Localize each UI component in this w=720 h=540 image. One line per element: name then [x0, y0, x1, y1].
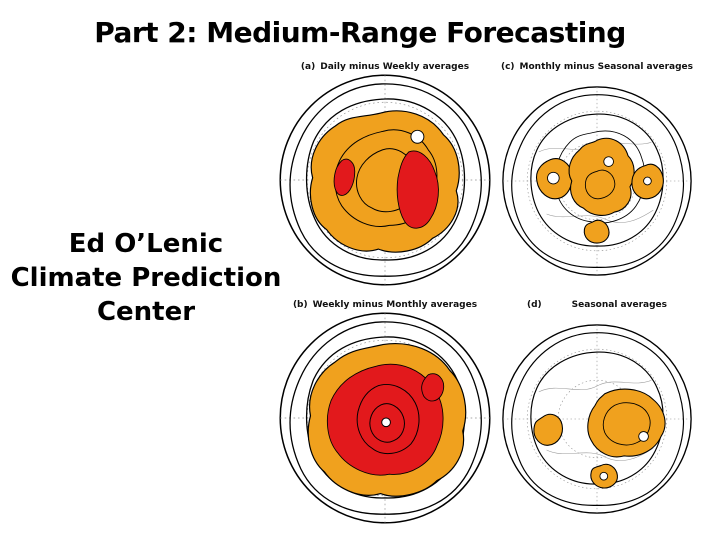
coastline [546, 447, 654, 461]
slide-title: Part 2: Medium-Range Forecasting [94, 16, 626, 49]
panel-d: (d) Seasonal averages [500, 300, 694, 516]
panel-d-prefix: (d) [526, 300, 542, 310]
orange-region-right [587, 388, 666, 458]
coastline [546, 209, 654, 223]
author-line-2: Climate Prediction [10, 262, 282, 293]
coastlines [538, 379, 654, 461]
red-lobe-upper-right [421, 373, 445, 402]
map-a-svg [279, 74, 491, 286]
red-region-left [333, 158, 356, 196]
author-block: Ed O’Lenic Climate Prediction Center [0, 228, 292, 329]
author-line-3: Center [96, 296, 196, 327]
low-variance-hole [599, 471, 609, 481]
low-variance-hole [410, 129, 425, 144]
center-dot [381, 417, 391, 428]
contour-ring-mid [305, 98, 466, 261]
map-c-svg [502, 86, 692, 276]
panel-b-prefix: (b) [292, 300, 308, 310]
cluster-contour [554, 130, 646, 224]
panel-b-label: (b) Weekly minus Monthly averages [277, 300, 493, 310]
panel-d-label: (d) Seasonal averages [500, 300, 694, 310]
contour-ring-mid [530, 113, 664, 247]
orange-region-bottom [583, 219, 610, 244]
inner-contour-1 [356, 384, 420, 455]
orange-region-center [568, 137, 635, 216]
inner-contour [602, 402, 651, 446]
orange-region-left [533, 413, 563, 446]
author-line-1: Ed O’Lenic [68, 229, 224, 259]
panel-b-title: Weekly minus Monthly averages [312, 300, 478, 310]
contour-ring-outer [289, 83, 482, 277]
map-d-svg [502, 324, 692, 514]
panel-c-title: Monthly minus Seasonal averages [519, 62, 694, 72]
panel-c: (c) Monthly minus Seasonal averages [500, 62, 694, 278]
panel-a-prefix: (a) [300, 62, 316, 72]
coastline [538, 379, 652, 393]
panel-a-title: Daily minus Weekly averages [320, 62, 470, 72]
panel-c-prefix: (c) [500, 62, 515, 72]
red-region-right [396, 150, 439, 229]
low-variance-hole [603, 156, 614, 167]
low-variance-hole [547, 171, 560, 185]
panel-d-title: Seasonal averages [571, 300, 668, 310]
inner-contour-1 [334, 129, 438, 227]
low-variance-hole [638, 431, 649, 442]
contour-ring-outer [511, 94, 685, 268]
low-variance-hole [643, 176, 652, 186]
panel-a-label: (a) Daily minus Weekly averages [277, 62, 493, 72]
inner-contour [584, 169, 616, 200]
map-b-svg [279, 312, 491, 524]
contour-ring-outer [511, 332, 685, 506]
panel-a: (a) Daily minus Weekly averages [277, 62, 493, 288]
panel-b: (b) Weekly minus Monthly averages [277, 300, 493, 526]
inner-contour-2 [369, 403, 405, 443]
panel-c-label: (c) Monthly minus Seasonal averages [500, 62, 694, 72]
contour-ring-outer [289, 321, 482, 515]
